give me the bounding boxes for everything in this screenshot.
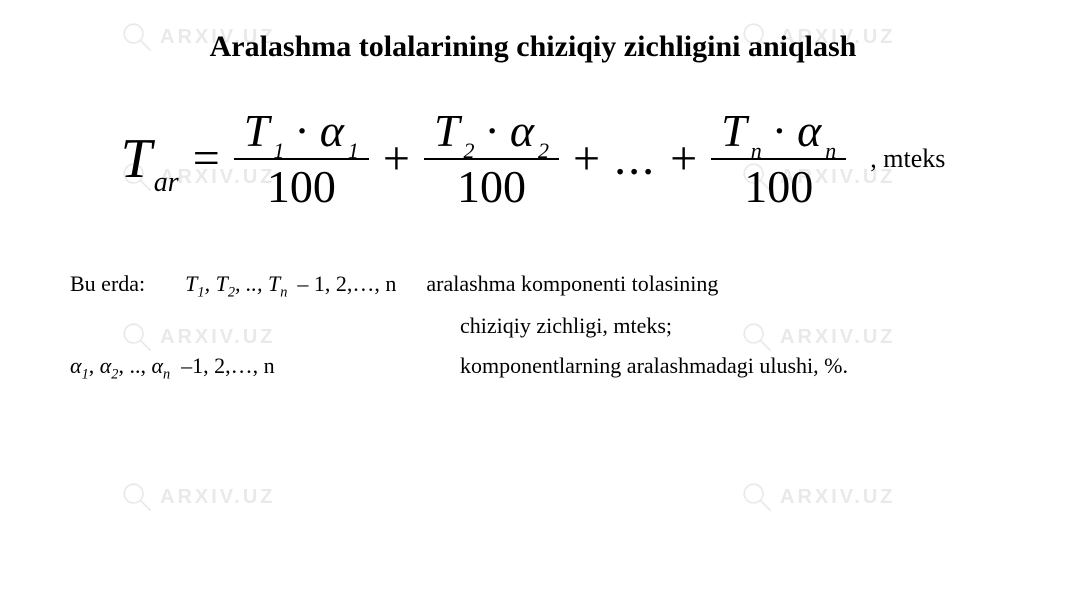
explain-T-vars: T1, T2, .., Tn [185,264,287,306]
page-title: Aralashma tolalarining chiziqiy zichligi… [60,30,1006,64]
slide-content: Aralashma tolalarining chiziqiy zichligi… [0,0,1066,600]
formula-lhs: T ar [121,131,179,187]
equals-sign: = [193,135,220,183]
term2-den: 100 [447,160,536,214]
term2-num: T2 · α2 [424,104,559,158]
formula-term-n: Tn · αn 100 [711,104,846,214]
term1-den: 100 [257,160,346,214]
formula-lhs-sub: ar [154,169,179,197]
formula-lhs-var: T [121,131,152,187]
ellipsis: ... [614,135,656,183]
plus-sign: + [573,135,600,183]
formula-unit: , mteks [870,144,945,174]
explain-lead: Bu erda: [70,264,145,306]
explain-T-desc2: chiziqiy zichligi, mteks; [70,306,1006,346]
explain-alpha-vars: α1, α2, .., αn –1, 2,…, n [70,346,460,388]
explain-T-desc1: aralashma komponenti tolasining [426,264,718,306]
main-formula: T ar = T1 · α1 100 + T2 · α2 100 + . [60,104,1006,214]
plus-sign: + [383,135,410,183]
explain-t-line: Bu erda: T1, T2, .., Tn – 1, 2,…, n aral… [70,264,1006,306]
formula-term-1: T1 · α1 100 [234,104,369,214]
explain-T-range: – 1, 2,…, n [297,264,396,306]
formula-term-2: T2 · α2 100 [424,104,559,214]
plus-sign: + [670,135,697,183]
termn-num: Tn · αn [711,104,846,158]
term1-num: T1 · α1 [234,104,369,158]
explain-alpha-desc: komponentlarning aralashmadagi ulushi, %… [460,346,848,388]
explanation-block: Bu erda: T1, T2, .., Tn – 1, 2,…, n aral… [60,264,1006,388]
explain-alpha-line: α1, α2, .., αn –1, 2,…, n komponentlarni… [70,346,1006,388]
termn-den: 100 [734,160,823,214]
